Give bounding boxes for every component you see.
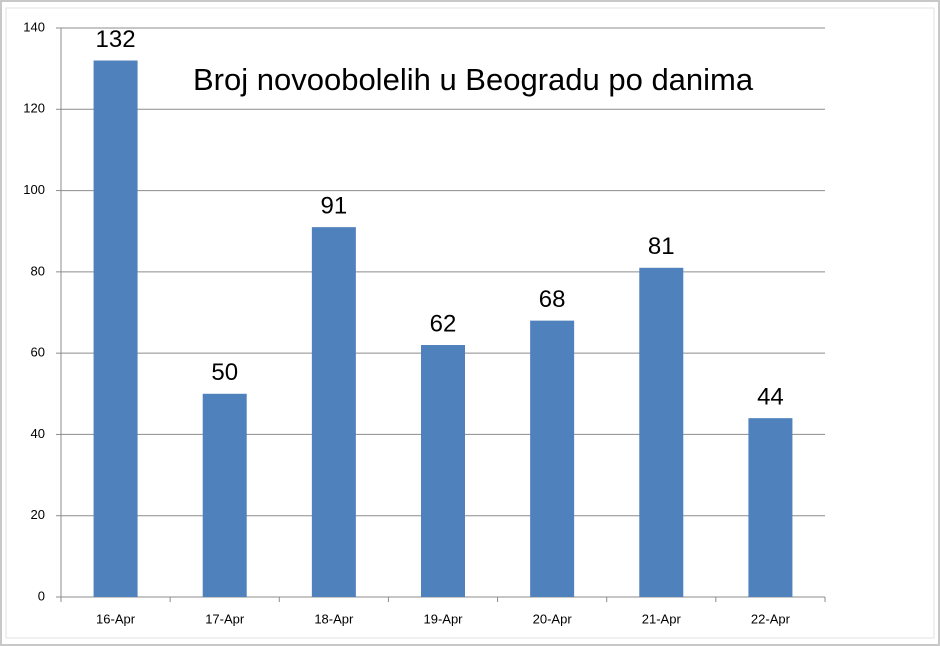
data-label: 132 bbox=[96, 26, 136, 53]
data-label: 44 bbox=[757, 384, 784, 411]
x-tick-label: 22-Apr bbox=[751, 611, 791, 626]
bar bbox=[93, 60, 138, 598]
chart-area bbox=[5, 7, 935, 639]
y-tick-label: 60 bbox=[31, 345, 45, 360]
bar bbox=[202, 393, 247, 597]
x-tick-label: 17-Apr bbox=[205, 611, 245, 626]
bar bbox=[748, 418, 793, 597]
x-tick-label: 21-Apr bbox=[642, 611, 682, 626]
y-tick-label: 80 bbox=[31, 263, 45, 278]
x-tick-label: 20-Apr bbox=[533, 611, 573, 626]
bar bbox=[311, 227, 356, 597]
bar bbox=[530, 320, 575, 597]
x-tick-label: 16-Apr bbox=[96, 611, 136, 626]
data-label: 62 bbox=[430, 310, 457, 337]
data-label: 50 bbox=[211, 359, 238, 386]
y-tick-label: 0 bbox=[38, 588, 45, 603]
x-tick-label: 19-Apr bbox=[423, 611, 463, 626]
data-label: 68 bbox=[539, 286, 566, 313]
data-label: 91 bbox=[321, 192, 348, 219]
data-label: 81 bbox=[648, 233, 675, 260]
bar bbox=[639, 267, 684, 597]
y-tick-label: 100 bbox=[23, 182, 45, 197]
x-tick-label: 18-Apr bbox=[314, 611, 354, 626]
chart-title: Broj novoobolelih u Beogradu po danima bbox=[193, 62, 754, 97]
y-tick-label: 20 bbox=[31, 507, 45, 522]
y-tick-label: 40 bbox=[31, 426, 45, 441]
bar bbox=[421, 345, 465, 597]
y-tick-label: 140 bbox=[23, 19, 45, 34]
y-tick-label: 120 bbox=[23, 101, 45, 116]
